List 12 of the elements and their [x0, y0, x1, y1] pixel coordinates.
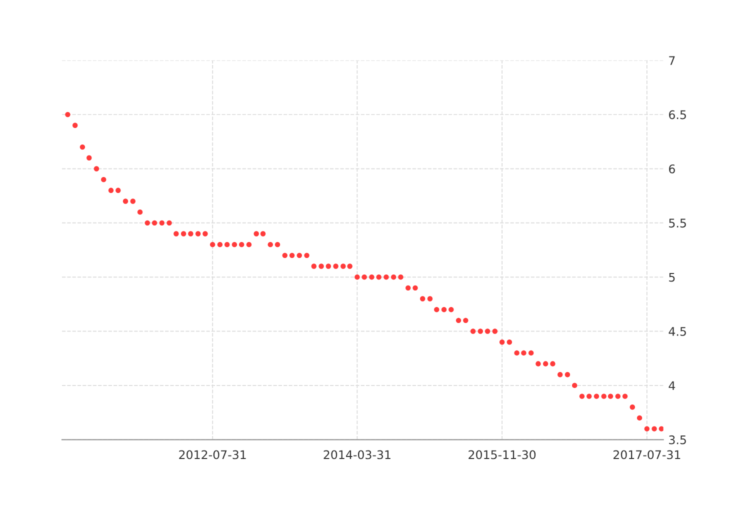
y-tick-label: 5 [669, 272, 675, 282]
x-tick-label: 2015-11-30 [468, 450, 536, 460]
y-tick-label: 6.5 [669, 110, 686, 120]
x-tick-label: 2017-07-31 [613, 450, 680, 460]
x-tick-label: 2012-07-31 [179, 450, 246, 460]
y-tick-label: 4 [668, 381, 676, 390]
x-tick-label: 2014-03-31 [324, 450, 390, 460]
y-tick-label: 5.5 [669, 218, 686, 228]
y-tick-label: 3.5 [669, 435, 686, 444]
y-tick-label: 6 [669, 164, 675, 174]
y-tick-label: 7 [669, 56, 675, 65]
y-tick-label: 4.5 [668, 327, 686, 336]
